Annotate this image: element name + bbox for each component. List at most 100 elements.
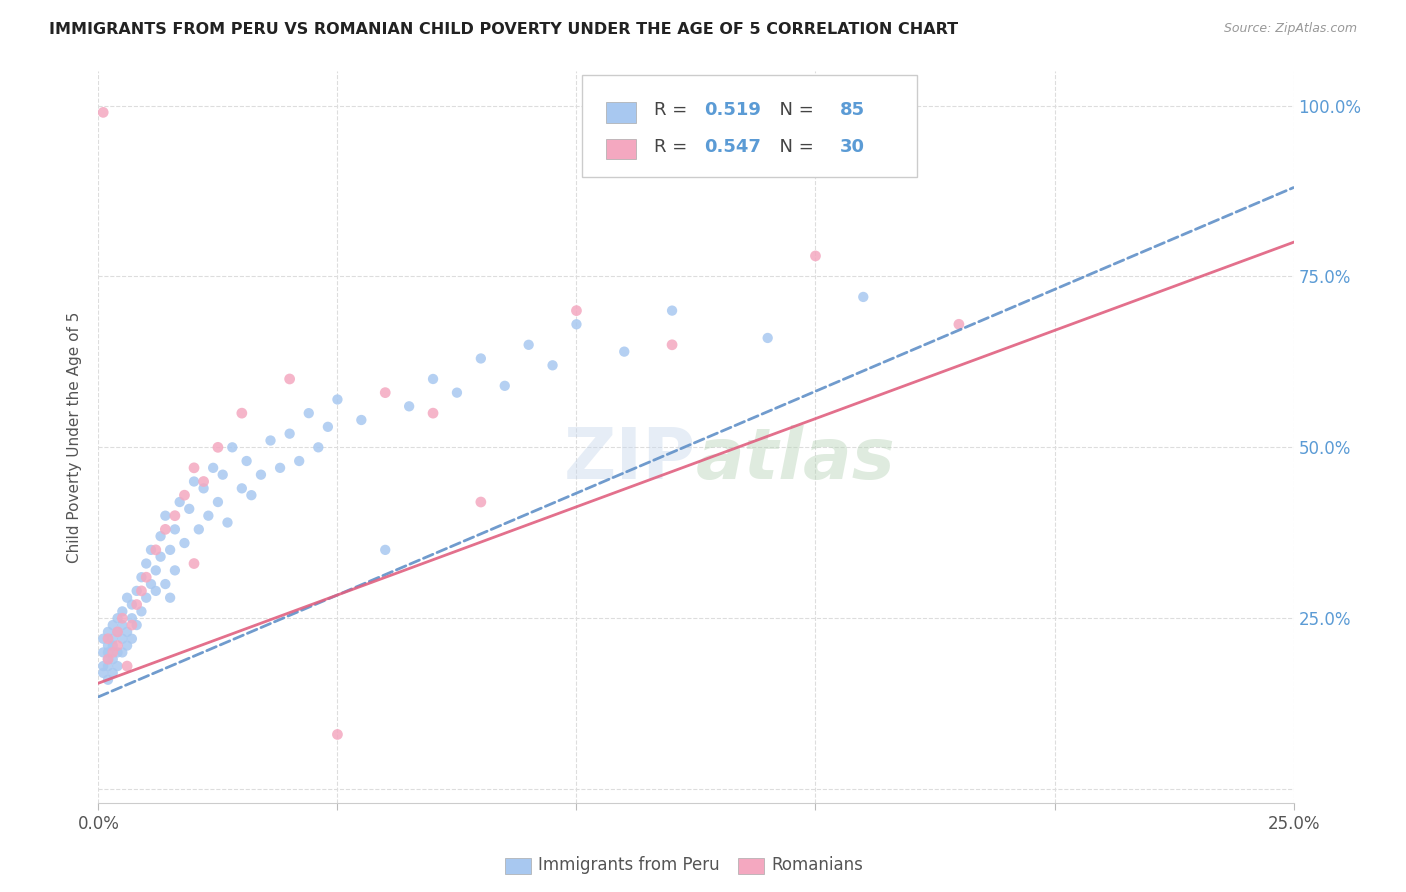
Point <box>661 303 683 318</box>
Point <box>155 508 177 523</box>
Point <box>131 604 153 618</box>
Point <box>149 549 172 564</box>
Point <box>211 467 233 482</box>
Y-axis label: Child Poverty Under the Age of 5: Child Poverty Under the Age of 5 <box>67 311 83 563</box>
Point <box>97 624 120 639</box>
Point <box>852 290 875 304</box>
Text: N =: N = <box>768 101 820 120</box>
Point <box>661 338 683 352</box>
Point <box>948 318 970 332</box>
Text: N =: N = <box>768 137 820 156</box>
Point <box>97 673 120 687</box>
Point <box>121 611 143 625</box>
FancyBboxPatch shape <box>606 139 637 159</box>
Point <box>517 338 540 352</box>
Point <box>288 454 311 468</box>
Point <box>155 522 177 536</box>
Point <box>97 645 120 659</box>
Point <box>398 400 420 414</box>
Point <box>231 406 253 420</box>
Point <box>163 563 186 577</box>
Point <box>101 618 124 632</box>
Point <box>183 475 205 489</box>
Point <box>541 359 564 373</box>
Point <box>207 495 229 509</box>
Point <box>804 249 827 263</box>
Point <box>163 508 186 523</box>
Point <box>250 467 273 482</box>
Point <box>155 577 177 591</box>
Point <box>131 570 153 584</box>
Point <box>111 604 134 618</box>
Point <box>565 318 588 332</box>
Point <box>91 659 114 673</box>
Point <box>107 639 129 653</box>
Point <box>111 632 134 646</box>
Point <box>613 344 636 359</box>
Point <box>115 639 138 653</box>
Point <box>446 385 468 400</box>
Text: 30: 30 <box>839 137 865 156</box>
Point <box>159 591 181 605</box>
Point <box>278 372 301 386</box>
Point <box>145 583 167 598</box>
Point <box>115 624 138 639</box>
Point <box>97 632 120 646</box>
Point <box>235 454 257 468</box>
Point <box>97 652 120 666</box>
Text: IMMIGRANTS FROM PERU VS ROMANIAN CHILD POVERTY UNDER THE AGE OF 5 CORRELATION CH: IMMIGRANTS FROM PERU VS ROMANIAN CHILD P… <box>49 22 959 37</box>
Point <box>111 618 134 632</box>
Text: R =: R = <box>654 137 693 156</box>
Point <box>422 406 444 420</box>
Point <box>159 542 181 557</box>
Point <box>91 645 114 659</box>
Point <box>374 542 396 557</box>
Point <box>240 488 263 502</box>
Point <box>179 501 201 516</box>
Point <box>111 645 134 659</box>
Point <box>121 618 143 632</box>
Text: R =: R = <box>654 101 693 120</box>
Point <box>107 645 129 659</box>
Point <box>101 652 124 666</box>
Point <box>91 665 114 680</box>
Point <box>125 598 148 612</box>
Text: Romanians: Romanians <box>772 856 863 874</box>
Point <box>101 645 124 659</box>
FancyBboxPatch shape <box>505 858 531 874</box>
Point <box>107 624 129 639</box>
Point <box>193 481 215 495</box>
Text: ZIP: ZIP <box>564 425 696 493</box>
Point <box>101 632 124 646</box>
Point <box>756 331 779 345</box>
Point <box>422 372 444 386</box>
Point <box>101 665 124 680</box>
Point <box>259 434 281 448</box>
Point <box>217 516 239 530</box>
Point <box>169 495 191 509</box>
Point <box>326 392 349 407</box>
Point <box>183 557 205 571</box>
Point <box>193 475 215 489</box>
Point <box>145 563 167 577</box>
Point <box>187 522 209 536</box>
Point <box>470 351 492 366</box>
FancyBboxPatch shape <box>738 858 763 874</box>
Point <box>121 598 143 612</box>
Text: Immigrants from Peru: Immigrants from Peru <box>538 856 720 874</box>
Text: Source: ZipAtlas.com: Source: ZipAtlas.com <box>1223 22 1357 36</box>
Text: 85: 85 <box>839 101 865 120</box>
Point <box>101 639 124 653</box>
Point <box>135 591 157 605</box>
Point <box>97 652 120 666</box>
FancyBboxPatch shape <box>582 75 917 178</box>
Point <box>207 440 229 454</box>
Point <box>139 577 162 591</box>
Point <box>298 406 321 420</box>
Point <box>269 460 291 475</box>
Point <box>125 583 148 598</box>
Point <box>115 591 138 605</box>
Point <box>115 659 138 673</box>
Point <box>231 481 253 495</box>
Point <box>183 460 205 475</box>
